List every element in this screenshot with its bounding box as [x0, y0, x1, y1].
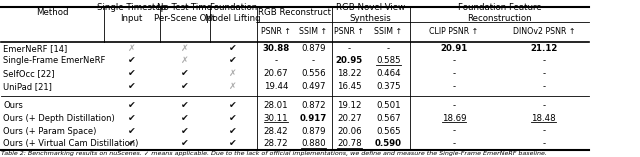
Text: ✗: ✗ — [128, 44, 136, 53]
Text: -: - — [542, 101, 545, 110]
Text: Method: Method — [36, 8, 68, 17]
Text: Single Timestep
Input: Single Timestep Input — [97, 3, 166, 23]
Text: 18.22: 18.22 — [337, 69, 362, 78]
Text: ✔: ✔ — [180, 127, 189, 135]
Text: 0.917: 0.917 — [300, 114, 327, 123]
Text: ✔: ✔ — [180, 69, 189, 78]
Text: Ours: Ours — [3, 101, 23, 110]
Text: 20.67: 20.67 — [264, 69, 288, 78]
Text: Foundation Feature
Reconstruction: Foundation Feature Reconstruction — [458, 3, 541, 23]
Text: 0.879: 0.879 — [301, 127, 326, 135]
Text: RGB Reconstruct: RGB Reconstruct — [258, 8, 331, 17]
Text: Ours (+ Virtual Cam Distillation): Ours (+ Virtual Cam Distillation) — [3, 139, 138, 148]
Text: PSNR ↑: PSNR ↑ — [261, 27, 291, 36]
Text: ✔: ✔ — [229, 44, 237, 53]
Text: ✔: ✔ — [180, 114, 189, 123]
Text: Ours (+ Depth Distillation): Ours (+ Depth Distillation) — [3, 114, 115, 123]
Text: 28.72: 28.72 — [264, 139, 288, 148]
Text: 0.590: 0.590 — [375, 139, 402, 148]
Text: RGB Novel-View
Synthesis: RGB Novel-View Synthesis — [336, 3, 405, 23]
Text: 28.42: 28.42 — [264, 127, 288, 135]
Text: ✔: ✔ — [128, 82, 136, 91]
Text: 0.872: 0.872 — [301, 101, 326, 110]
Text: CLIP PSNR ↑: CLIP PSNR ↑ — [429, 27, 479, 36]
Text: 0.879: 0.879 — [301, 44, 326, 53]
Text: ✔: ✔ — [128, 69, 136, 78]
Text: -: - — [275, 56, 278, 65]
Text: 20.06: 20.06 — [337, 127, 362, 135]
Text: ✔: ✔ — [128, 127, 136, 135]
Text: ✔: ✔ — [229, 101, 237, 110]
Text: -: - — [348, 44, 351, 53]
Text: ✔: ✔ — [229, 56, 237, 65]
Text: ✔: ✔ — [180, 101, 189, 110]
Text: 19.44: 19.44 — [264, 82, 288, 91]
Text: 20.78: 20.78 — [337, 139, 362, 148]
Text: 0.565: 0.565 — [376, 127, 401, 135]
Text: 0.585: 0.585 — [376, 56, 401, 65]
Text: SelfOcc [22]: SelfOcc [22] — [3, 69, 54, 78]
Text: -: - — [452, 101, 456, 110]
Text: SSIM ↑: SSIM ↑ — [300, 27, 328, 36]
Text: 20.27: 20.27 — [337, 114, 362, 123]
Text: ✗: ✗ — [229, 82, 237, 91]
Text: -: - — [452, 82, 456, 91]
Text: 0.880: 0.880 — [301, 139, 326, 148]
Text: -: - — [452, 69, 456, 78]
Text: 30.11: 30.11 — [264, 114, 288, 123]
Text: 0.497: 0.497 — [301, 82, 326, 91]
Text: ✔: ✔ — [128, 139, 136, 148]
Text: 28.01: 28.01 — [264, 101, 288, 110]
Text: ✔: ✔ — [128, 101, 136, 110]
Text: SSIM ↑: SSIM ↑ — [374, 27, 403, 36]
Text: -: - — [312, 56, 315, 65]
Text: ✔: ✔ — [229, 127, 237, 135]
Text: DINOv2 PSNR ↑: DINOv2 PSNR ↑ — [513, 27, 575, 36]
Text: Table 2: Benchmarking results on nuScenes. ✓ means applicable. Due to the lack o: Table 2: Benchmarking results on nuScene… — [1, 151, 547, 156]
Text: ✔: ✔ — [180, 82, 189, 91]
Text: ✗: ✗ — [229, 69, 237, 78]
Text: 18.69: 18.69 — [442, 114, 467, 123]
Text: -: - — [542, 139, 545, 148]
Text: -: - — [542, 82, 545, 91]
Text: ✔: ✔ — [229, 114, 237, 123]
Text: -: - — [452, 56, 456, 65]
Text: ✔: ✔ — [180, 139, 189, 148]
Text: 20.91: 20.91 — [440, 44, 468, 53]
Text: 18.48: 18.48 — [531, 114, 556, 123]
Text: UniPad [21]: UniPad [21] — [3, 82, 52, 91]
Text: 20.95: 20.95 — [335, 56, 363, 65]
Text: No Test-Time
Per-Scene Opt: No Test-Time Per-Scene Opt — [154, 3, 215, 23]
Text: 0.464: 0.464 — [376, 69, 401, 78]
Text: Single-Frame EmerNeRF: Single-Frame EmerNeRF — [3, 56, 106, 65]
Text: ✔: ✔ — [229, 139, 237, 148]
Text: Ours (+ Param Space): Ours (+ Param Space) — [3, 127, 97, 135]
Text: Foundation
Model Lifting: Foundation Model Lifting — [205, 3, 261, 23]
Text: 0.567: 0.567 — [376, 114, 401, 123]
Text: 0.501: 0.501 — [376, 101, 401, 110]
Text: -: - — [387, 44, 390, 53]
Text: 19.12: 19.12 — [337, 101, 362, 110]
Text: -: - — [542, 56, 545, 65]
Text: -: - — [452, 127, 456, 135]
Text: ✗: ✗ — [180, 44, 189, 53]
Text: 30.88: 30.88 — [262, 44, 289, 53]
Text: ✔: ✔ — [128, 56, 136, 65]
Text: -: - — [542, 69, 545, 78]
Text: EmerNeRF [14]: EmerNeRF [14] — [3, 44, 67, 53]
Text: PSNR ↑: PSNR ↑ — [334, 27, 364, 36]
Text: 16.45: 16.45 — [337, 82, 362, 91]
Text: ✗: ✗ — [180, 56, 189, 65]
Text: -: - — [542, 127, 545, 135]
Text: ✔: ✔ — [128, 114, 136, 123]
Text: -: - — [452, 139, 456, 148]
Text: 0.375: 0.375 — [376, 82, 401, 91]
Text: 21.12: 21.12 — [530, 44, 557, 53]
Text: 0.556: 0.556 — [301, 69, 326, 78]
